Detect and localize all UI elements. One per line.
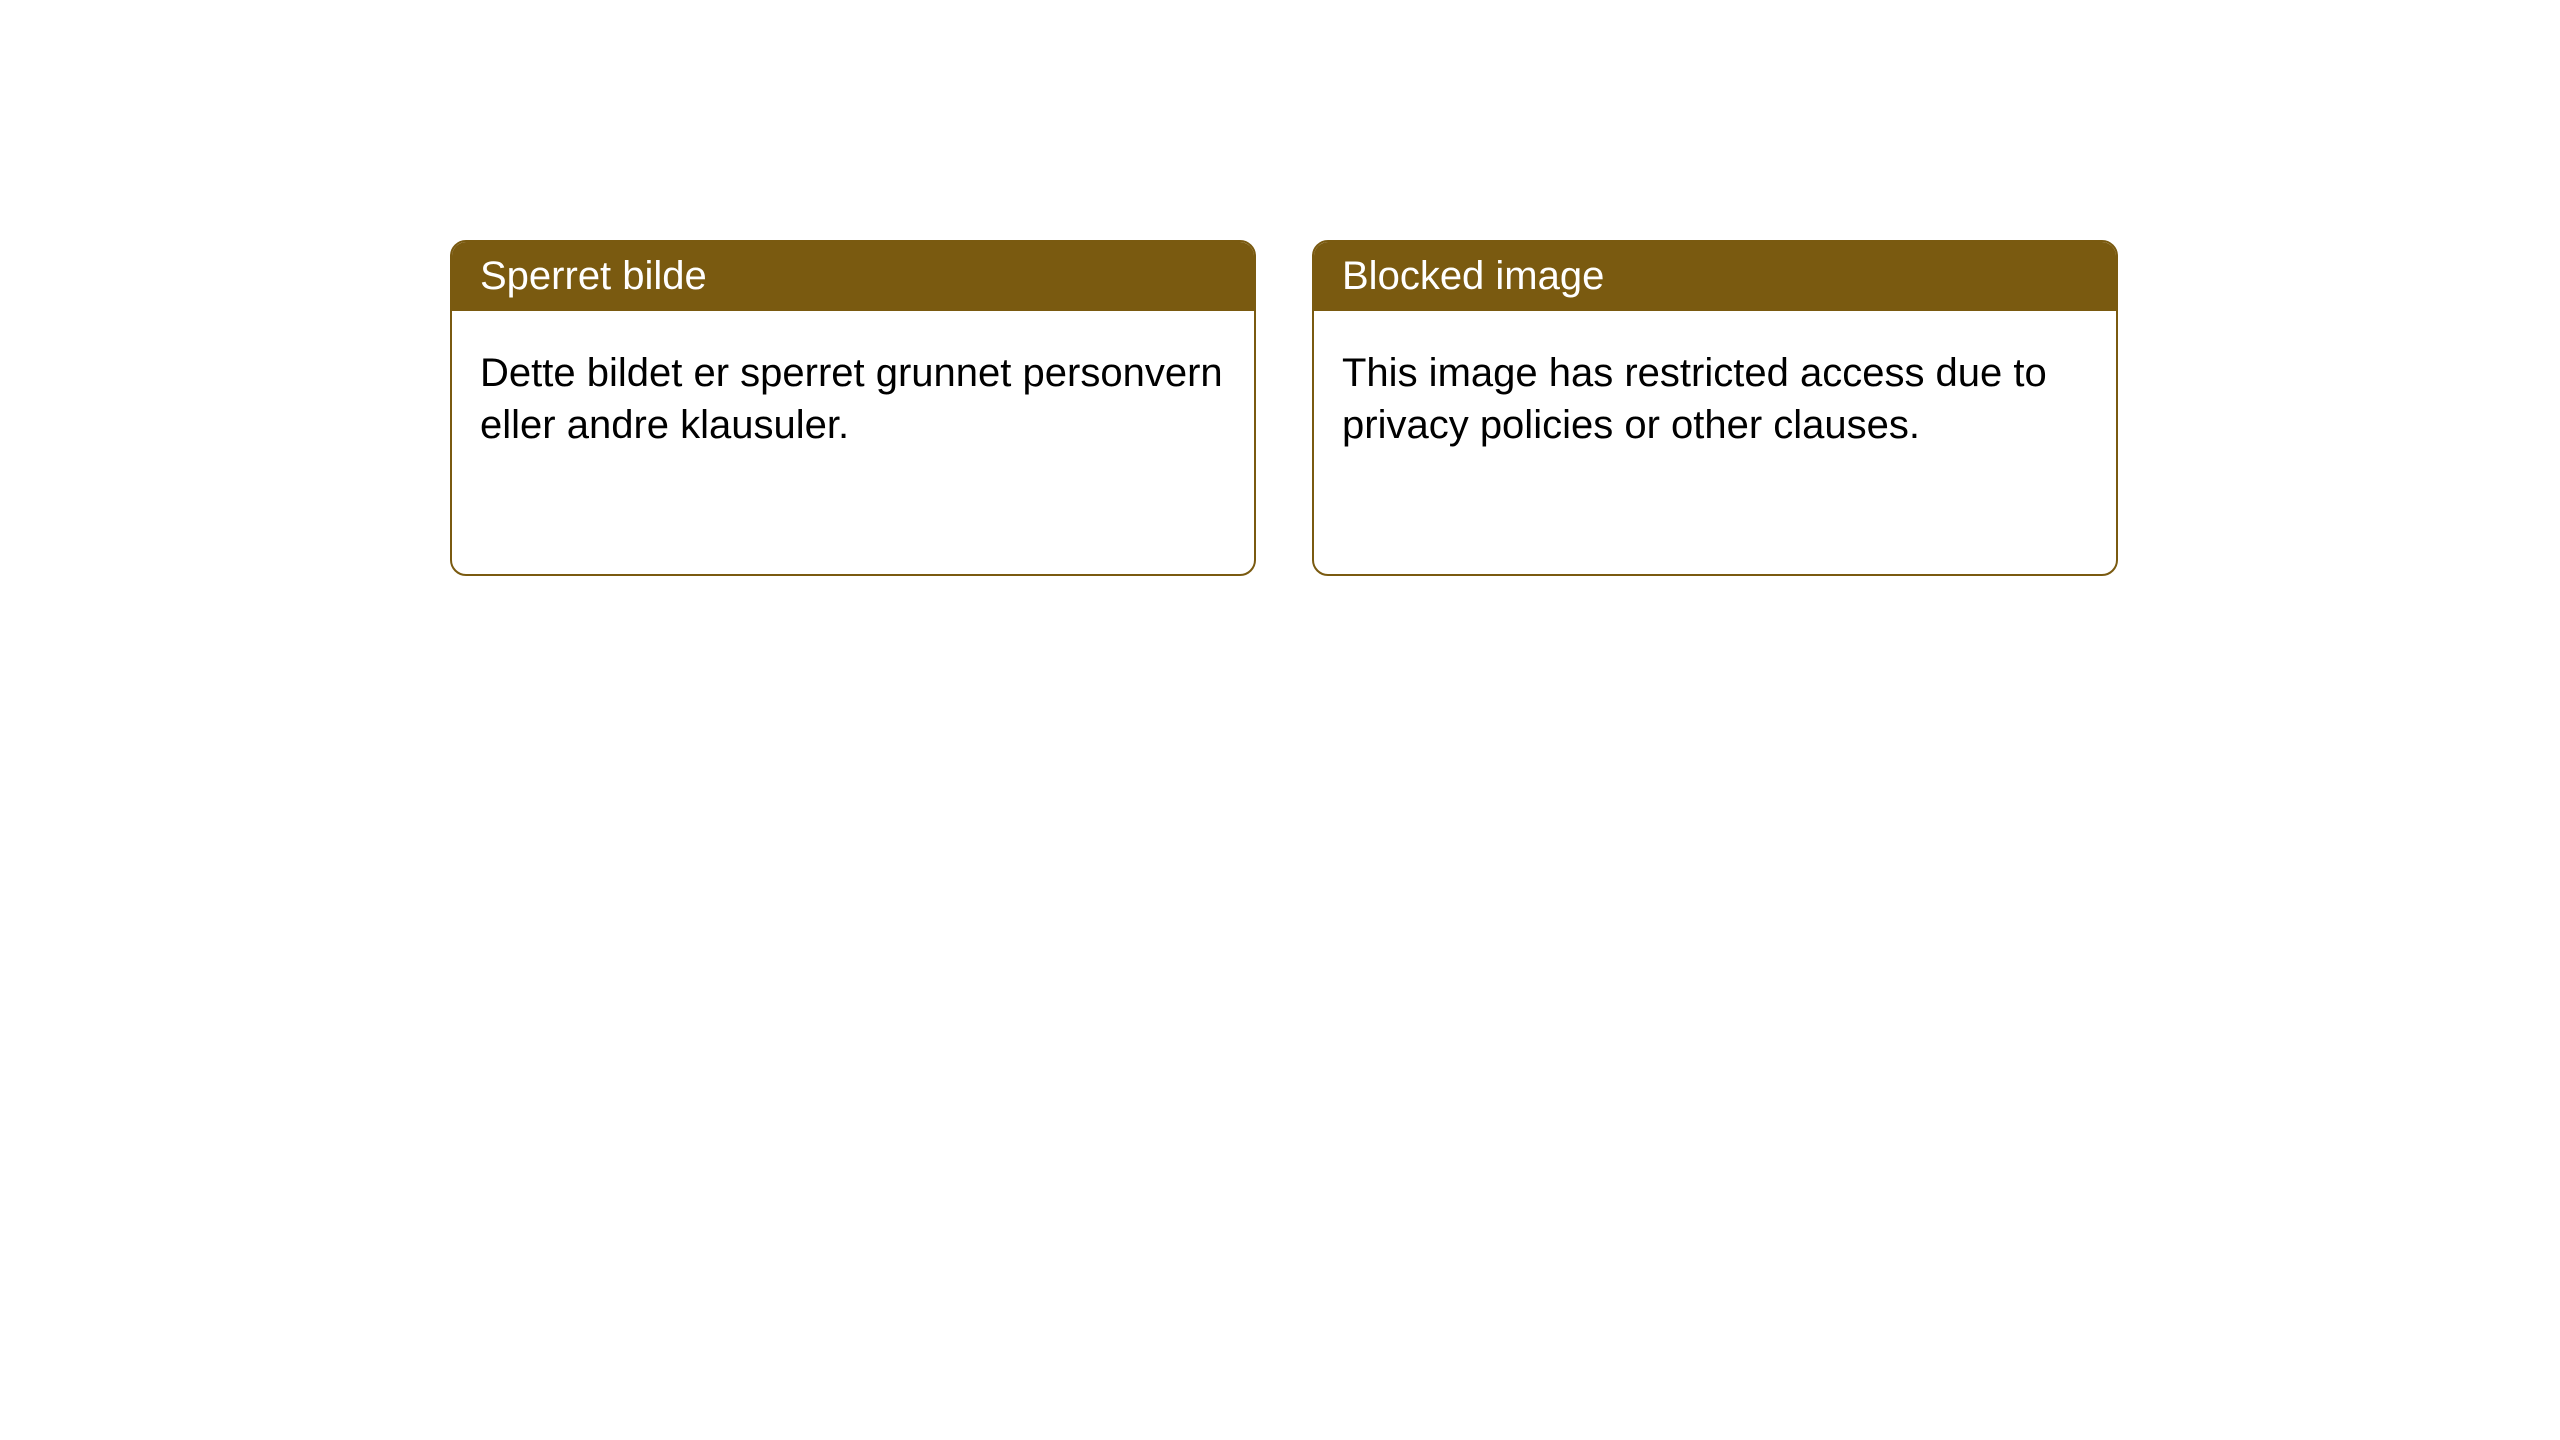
card-title: Sperret bilde xyxy=(480,254,707,298)
cards-container: Sperret bilde Dette bildet er sperret gr… xyxy=(0,0,2560,576)
card-body-text: Dette bildet er sperret grunnet personve… xyxy=(480,351,1223,447)
card-body: Dette bildet er sperret grunnet personve… xyxy=(452,311,1254,487)
card-body-text: This image has restricted access due to … xyxy=(1342,351,2047,447)
card-body: This image has restricted access due to … xyxy=(1314,311,2116,487)
card-header: Blocked image xyxy=(1314,242,2116,311)
card-title: Blocked image xyxy=(1342,254,1604,298)
blocked-image-card-en: Blocked image This image has restricted … xyxy=(1312,240,2118,576)
card-header: Sperret bilde xyxy=(452,242,1254,311)
blocked-image-card-no: Sperret bilde Dette bildet er sperret gr… xyxy=(450,240,1256,576)
